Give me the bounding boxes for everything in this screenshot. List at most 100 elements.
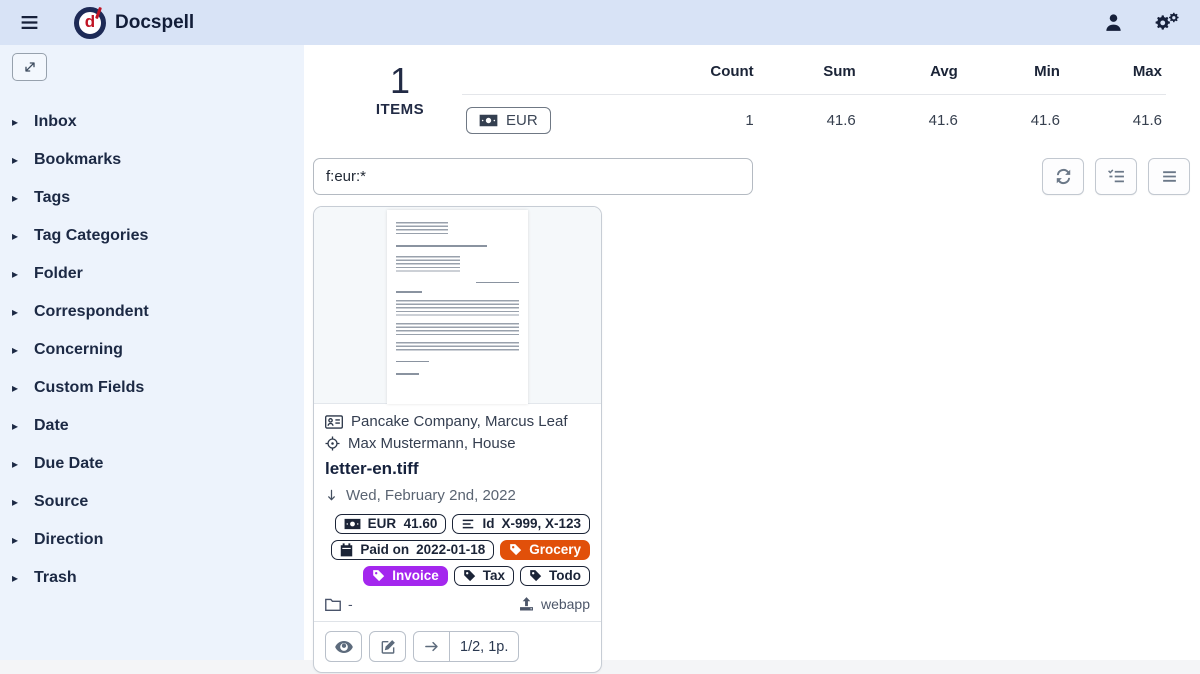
tag-icon — [529, 569, 542, 582]
card-divider — [314, 621, 601, 622]
upload-icon — [519, 597, 534, 611]
source-group: webapp — [519, 596, 590, 612]
caret-right-icon: ▸ — [12, 495, 19, 509]
align-lines-icon — [461, 517, 475, 531]
correspondent-line[interactable]: Pancake Company, Marcus Leaf — [325, 413, 590, 430]
stats-value: 41.6 — [1063, 94, 1166, 140]
sidebar: ▸ Inbox ▸ Bookmarks ▸ Tags ▸ Tag Categories ▸ Fol… — [0, 45, 304, 660]
sidebar-item-correspondent[interactable]: ▸ Correspondent — [12, 293, 304, 331]
sidebar-item-date[interactable]: ▸ Date — [12, 407, 304, 445]
sidebar-item-label: Bookmarks — [34, 151, 122, 168]
sidebar-item-bookmarks[interactable]: ▸ Bookmarks — [12, 141, 304, 179]
tag-badge-grocery[interactable]: Grocery — [500, 540, 590, 560]
sidebar-item-source[interactable]: ▸ Source — [12, 483, 304, 521]
tag-icon — [463, 569, 476, 582]
item-count-number: 1 — [389, 60, 411, 101]
open-item-button[interactable]: 1/2, 1p. — [413, 631, 520, 662]
caret-right-icon: ▸ — [12, 381, 19, 395]
caret-right-icon: ▸ — [12, 229, 19, 243]
sidebar-item-label: Custom Fields — [34, 379, 145, 396]
menu-bars-icon[interactable] — [16, 10, 42, 36]
sidebar-item-label: Tag Categories — [34, 227, 149, 244]
concerning-line[interactable]: Max Mustermann, House — [325, 435, 590, 452]
sidebar-item-label: Source — [34, 493, 89, 510]
custom-id-badge[interactable]: Id X-999, X-123 — [452, 514, 590, 534]
caret-right-icon: ▸ — [12, 191, 19, 205]
tag-label: Invoice — [392, 568, 439, 583]
app-title: Docspell — [115, 11, 195, 33]
tag-badge-todo[interactable]: Todo — [520, 566, 590, 586]
sidebar-item-label: Inbox — [34, 113, 77, 130]
item-count-label: ITEMS — [375, 100, 425, 118]
sidebar-item-label: Trash — [34, 569, 77, 586]
expand-sidebar-button[interactable] — [12, 53, 47, 81]
sidebar-item-due-date[interactable]: ▸ Due Date — [12, 445, 304, 483]
sidebar-item-tags[interactable]: ▸ Tags — [12, 179, 304, 217]
caret-right-icon: ▸ — [12, 419, 19, 433]
stats-table: Count Sum Avg Min Max EUR 1 41.6 41.6 41.6 41.6 — [462, 57, 1166, 140]
stats-value: 41.6 — [961, 94, 1064, 140]
stats-value: 41.6 — [859, 94, 962, 140]
folder-group[interactable]: - — [325, 596, 353, 612]
app-logo[interactable]: d Docspell — [74, 6, 195, 39]
sidebar-item-label: Concerning — [34, 341, 123, 358]
folder-value: - — [348, 596, 353, 612]
stats-value-row: EUR 1 41.6 41.6 41.6 41.6 — [462, 94, 1166, 140]
edit-button[interactable] — [369, 631, 406, 662]
settings-cogs-icon[interactable] — [1154, 12, 1180, 34]
menu-view-button[interactable] — [1148, 158, 1190, 195]
eye-icon — [335, 641, 353, 653]
tasks-view-button[interactable] — [1095, 158, 1137, 195]
sidebar-item-inbox[interactable]: ▸ Inbox — [12, 103, 304, 141]
preview-button[interactable] — [325, 631, 362, 662]
document-thumbnail[interactable] — [314, 207, 601, 404]
crosshairs-icon — [325, 436, 340, 451]
tag-badge-invoice[interactable]: Invoice — [363, 566, 448, 586]
currency-label: EUR — [506, 112, 538, 129]
badge-row-2: Paid on 2022-01-18 Grocery — [325, 540, 590, 560]
currency-filter-chip[interactable]: EUR — [466, 107, 551, 134]
caret-right-icon: ▸ — [12, 305, 19, 319]
amount-badge[interactable]: EUR 41.60 — [334, 514, 447, 534]
caret-right-icon: ▸ — [12, 343, 19, 357]
address-card-icon — [325, 415, 343, 429]
sidebar-item-direction[interactable]: ▸ Direction — [12, 521, 304, 559]
caret-right-icon: ▸ — [12, 153, 19, 167]
tasks-icon — [1108, 168, 1125, 185]
stats-col-header: Min — [1034, 63, 1060, 80]
badge-row-1: EUR 41.60 Id X-999, X-123 — [325, 514, 590, 534]
sidebar-item-trash[interactable]: ▸ Trash — [12, 559, 304, 597]
sidebar-item-custom-fields[interactable]: ▸ Custom Fields — [12, 369, 304, 407]
sidebar-section-list: ▸ Inbox ▸ Bookmarks ▸ Tags ▸ Tag Categories ▸ Fol… — [12, 103, 304, 597]
sidebar-item-folder[interactable]: ▸ Folder — [12, 255, 304, 293]
calendar-icon — [340, 543, 353, 557]
item-card: Pancake Company, Marcus Leaf Max Musterm… — [313, 206, 602, 673]
money-bill-icon — [479, 114, 498, 127]
tag-icon — [509, 543, 522, 556]
user-icon[interactable] — [1103, 12, 1124, 33]
correspondent-text: Pancake Company, Marcus Leaf — [351, 413, 568, 430]
caret-right-icon: ▸ — [12, 571, 19, 585]
card-actions: 1/2, 1p. — [325, 622, 590, 662]
sidebar-item-tag-categories[interactable]: ▸ Tag Categories — [12, 217, 304, 255]
item-date: Wed, February 2nd, 2022 — [346, 487, 516, 504]
document-preview-page — [387, 210, 528, 404]
edit-icon — [380, 639, 396, 655]
folder-icon — [325, 598, 341, 611]
sidebar-item-label: Tags — [34, 189, 71, 206]
tag-badge-tax[interactable]: Tax — [453, 566, 515, 586]
tag-label: Grocery — [529, 542, 581, 557]
stats-col-header: Count — [710, 63, 754, 80]
search-input[interactable] — [313, 158, 753, 195]
caret-right-icon: ▸ — [12, 267, 19, 281]
paid-date-badge[interactable]: Paid on 2022-01-18 — [331, 540, 495, 560]
toolbar — [1042, 158, 1190, 195]
caret-right-icon: ▸ — [12, 533, 19, 547]
main-content: 1 ITEMS Count Sum Avg Min Max EUR 1 41.6 41.6 4… — [304, 45, 1200, 673]
caret-right-icon: ▸ — [12, 457, 19, 471]
sidebar-item-concerning[interactable]: ▸ Concerning — [12, 331, 304, 369]
stats-col-header: Sum — [823, 63, 856, 80]
source-value: webapp — [540, 596, 590, 612]
item-filename[interactable]: letter-en.tiff — [325, 459, 419, 478]
refresh-button[interactable] — [1042, 158, 1084, 195]
